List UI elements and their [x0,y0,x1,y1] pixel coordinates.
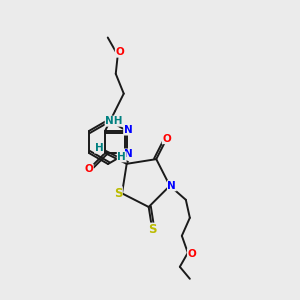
Text: S: S [148,223,157,236]
Text: NH: NH [105,116,123,126]
Text: N: N [124,125,132,135]
Text: O: O [84,164,93,174]
Text: N: N [124,149,132,159]
Text: N: N [167,181,176,191]
Text: H: H [95,143,103,153]
Text: S: S [114,187,122,200]
Text: H: H [117,152,126,162]
Text: O: O [162,134,171,144]
Text: O: O [116,47,124,57]
Text: O: O [188,249,196,259]
